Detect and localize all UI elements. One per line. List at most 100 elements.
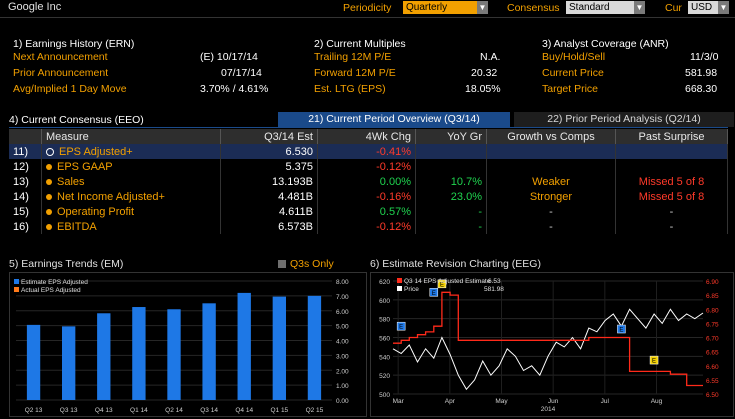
day-move-value: 3.70% / 4.61%: [200, 83, 269, 95]
bullet-icon[interactable]: [46, 193, 52, 200]
right-y-tick-label: 6.55: [706, 378, 719, 385]
column-header[interactable]: Measure: [41, 129, 221, 144]
column-header[interactable]: YoY Gr: [415, 129, 487, 144]
event-marker-label: E: [619, 328, 623, 334]
bar[interactable]: [26, 324, 41, 400]
measure-cell: Net Income Adjusted+: [41, 189, 221, 204]
consensus-table: Measure Q3/14 Est 4Wk Chg YoY Gr Growth …: [9, 129, 728, 234]
x-tick-label: Q2 15: [306, 407, 324, 414]
y-tick-label: 2.00: [336, 368, 349, 375]
earnings-history-title[interactable]: 1) Earnings History (ERN): [13, 38, 135, 50]
legend-estimate-label: Estimate EPS Adjusted: [21, 279, 88, 286]
bullet-icon[interactable]: [46, 208, 52, 215]
y-tick-label: 8.00: [336, 279, 349, 286]
event-marker-label: E: [432, 291, 436, 297]
bar[interactable]: [97, 313, 111, 400]
price-line: [392, 308, 704, 391]
measure-label: Operating Profit: [57, 205, 135, 218]
periodicity-select[interactable]: Quarterly ▼: [403, 1, 488, 14]
measure-cell: EBITDA: [41, 219, 221, 234]
periodicity-label: Periodicity: [343, 2, 392, 14]
legend-estimate-value: 6.53: [488, 278, 501, 285]
consensus-label: Consensus: [507, 2, 560, 14]
table-row[interactable]: 12) EPS GAAP 5.375 -0.12%: [9, 159, 728, 174]
estimate-revision-title[interactable]: 6) Estimate Revision Charting (EEG): [370, 258, 541, 270]
legend-estimate-label: Q3 14 EPS Adjusted Estimate: [404, 278, 491, 285]
event-marker[interactable]: [649, 355, 659, 365]
x-tick-label: Q4 14: [235, 407, 253, 414]
row-number: 12): [9, 159, 42, 174]
past-surprise-cell: Missed 5 of 8: [615, 174, 728, 189]
y-tick-label: 4.00: [336, 339, 349, 346]
analyst-coverage-title[interactable]: 3) Analyst Coverage (ANR): [542, 38, 669, 50]
estimate-cell: 4.611B: [220, 204, 318, 219]
current-consensus-title[interactable]: 4) Current Consensus (EEO): [9, 114, 144, 126]
bullet-icon[interactable]: [46, 223, 52, 230]
event-marker-label: E: [440, 282, 444, 288]
x-tick-label: Mar: [393, 398, 405, 405]
table-row[interactable]: 15) Operating Profit 4.611B 0.57% - - -: [9, 204, 728, 219]
x-tick-label: Q2 13: [25, 407, 43, 414]
y-tick-label: 0.00: [336, 398, 349, 405]
bar[interactable]: [307, 295, 322, 400]
column-header[interactable]: Past Surprise: [615, 129, 728, 144]
currency-select[interactable]: USD ▼: [688, 1, 729, 14]
bar[interactable]: [202, 303, 216, 400]
estimate-revision-svg: 500 520 540 560 580 600 620 6.50 6.55 6.60 6.65 6.7…: [379, 278, 719, 413]
year-label: 2014: [541, 406, 556, 413]
radio-selected-icon[interactable]: [46, 147, 54, 156]
four-week-change-cell: -0.12%: [317, 219, 416, 234]
right-y-tick-label: 6.70: [706, 336, 719, 343]
column-header[interactable]: Growth vs Comps: [486, 129, 616, 144]
event-marker[interactable]: [617, 324, 626, 334]
q3s-only-label: Q3s Only: [290, 258, 334, 270]
past-surprise-cell: -: [615, 219, 728, 234]
day-move-label: Avg/Implied 1 Day Move: [13, 83, 127, 95]
chevron-down-icon[interactable]: ▼: [477, 1, 488, 14]
left-y-tick-label: 600: [379, 298, 390, 305]
left-y-tick-label: 500: [379, 392, 390, 399]
chevron-down-icon[interactable]: ▼: [634, 1, 645, 14]
bullet-icon[interactable]: [46, 163, 52, 170]
column-header[interactable]: Q3/14 Est: [220, 129, 318, 144]
row-number-header: [9, 129, 42, 144]
prior-announcement-value: 07/17/14: [221, 67, 262, 79]
table-row[interactable]: 14) Net Income Adjusted+ 4.481B -0.16% 23.0%…: [9, 189, 728, 204]
event-marker-label: E: [399, 325, 403, 331]
checkbox-icon[interactable]: [278, 260, 286, 269]
table-row[interactable]: 11) EPS Adjusted+ 6.530 -0.41%: [9, 144, 728, 159]
bar[interactable]: [167, 309, 181, 400]
event-marker[interactable]: [396, 321, 406, 331]
measure-label: EBITDA: [57, 220, 97, 233]
estimate-revision-chart: 500 520 540 560 580 600 620 6.50 6.55 6.60 6.65 6.7…: [370, 272, 734, 417]
table-row[interactable]: 16) EBITDA 6.573B -0.12% - - -: [9, 219, 728, 234]
growth-vs-comps-cell: [486, 144, 616, 159]
bar[interactable]: [61, 326, 76, 400]
q3s-only-toggle[interactable]: Q3s Only: [278, 258, 334, 270]
table-row[interactable]: 13) Sales 13.193B 0.00% 10.7% Weaker Missed 5 …: [9, 174, 728, 189]
row-number: 13): [9, 174, 42, 189]
right-y-tick-label: 6.65: [706, 350, 719, 357]
row-number: 14): [9, 189, 42, 204]
estimate-cell: 13.193B: [220, 174, 318, 189]
tab-current-period[interactable]: 21) Current Period Overview (Q3/14): [278, 112, 510, 127]
bullet-icon[interactable]: [46, 178, 52, 185]
event-marker[interactable]: [437, 279, 447, 289]
bar[interactable]: [272, 296, 287, 400]
bar[interactable]: [237, 292, 251, 400]
column-header[interactable]: 4Wk Chg: [317, 129, 416, 144]
past-surprise-cell: -: [615, 204, 728, 219]
y-tick-label: 7.00: [336, 294, 349, 301]
earnings-trends-title[interactable]: 5) Earnings Trends (EM): [9, 258, 124, 270]
y-tick-label: 6.00: [336, 309, 349, 316]
chevron-down-icon[interactable]: ▼: [718, 1, 729, 14]
bar[interactable]: [132, 307, 146, 400]
event-marker[interactable]: [429, 288, 439, 297]
periodicity-value: Quarterly: [403, 1, 477, 14]
legend-price-value: 581.98: [484, 286, 504, 293]
x-tick-label: Jul: [601, 398, 610, 405]
consensus-select[interactable]: Standard ▼: [566, 1, 645, 14]
tab-prior-period[interactable]: 22) Prior Period Analysis (Q2/14): [514, 112, 734, 127]
estimate-cell: 4.481B: [220, 189, 318, 204]
earnings-trends-svg: 0.00 1.00 2.00 3.00 4.00 5.00 6.00 7.00 8.00 Q2 1…: [14, 279, 349, 414]
